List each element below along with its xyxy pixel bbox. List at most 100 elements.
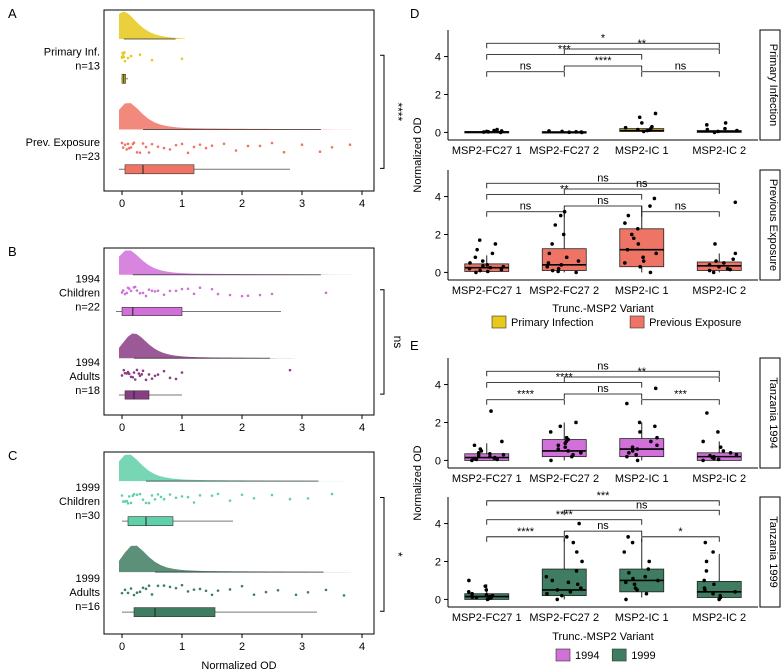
data-point (701, 439, 705, 444)
data-point (641, 255, 645, 260)
y-axis-label: Normalized OD (412, 445, 424, 520)
significance-label: * (678, 526, 683, 538)
data-point (711, 591, 715, 596)
rain-point (125, 499, 129, 503)
data-point (574, 270, 578, 275)
rain-point (198, 286, 202, 290)
group-label: Children (59, 496, 100, 508)
rain-point (348, 143, 352, 146)
rain-point (153, 497, 157, 501)
data-point (468, 261, 472, 265)
rain-point (129, 587, 133, 590)
data-point (636, 242, 641, 246)
data-point (701, 458, 705, 463)
significance-bracket (563, 65, 643, 72)
rain-point (198, 587, 202, 591)
rain-point (198, 494, 202, 497)
data-point (560, 129, 564, 134)
rain-point (174, 586, 178, 590)
data-point (547, 129, 551, 133)
data-point (490, 251, 495, 256)
data-point (485, 263, 490, 267)
x-tick-label: 0 (119, 198, 125, 210)
rain-point (147, 373, 151, 376)
rain-point (135, 368, 139, 372)
rain-point (306, 590, 310, 594)
rain-point (120, 291, 124, 294)
significance-label: ns (597, 172, 609, 184)
data-point (649, 439, 653, 444)
rain-point (186, 495, 190, 499)
significance-bracket (486, 71, 565, 77)
significance-label: ns (636, 178, 648, 190)
rain-point (252, 496, 256, 500)
significance-bracket (563, 188, 720, 194)
rain-point (122, 55, 126, 59)
data-point (643, 574, 647, 579)
data-point (704, 559, 709, 564)
data-point (556, 447, 561, 451)
data-point (567, 130, 571, 135)
rain-point (186, 287, 190, 291)
rain-point (141, 369, 145, 373)
rain-point (192, 501, 196, 504)
significance-label: ns (675, 61, 687, 73)
data-point (655, 443, 659, 448)
significance-label: **** (594, 55, 612, 67)
rain-point (121, 146, 125, 149)
significance-bracket (486, 194, 643, 200)
rain-point (240, 584, 244, 588)
data-point (630, 445, 635, 449)
density-cloud (119, 103, 356, 130)
significance-label: *** (674, 389, 688, 401)
rain-point (294, 593, 298, 597)
y-tick-label: 2 (435, 556, 441, 568)
rain-point (198, 143, 202, 146)
data-point (723, 121, 728, 125)
x-tick-label: MSP2-IC 1 (615, 145, 669, 157)
data-point (624, 597, 628, 602)
box-iqr (121, 306, 183, 316)
rain-point (330, 492, 334, 496)
y-tick-label: 4 (435, 52, 441, 64)
data-point (656, 578, 660, 583)
data-point (652, 196, 657, 201)
significance-label: ** (637, 366, 646, 378)
data-point (555, 588, 560, 592)
significance-bracket (486, 370, 720, 377)
group-label: n=23 (75, 151, 100, 163)
rain-point (258, 144, 262, 148)
data-point (623, 580, 628, 585)
data-point (571, 540, 576, 545)
data-point (634, 452, 638, 457)
data-point (480, 259, 485, 263)
rain-point (147, 151, 151, 154)
data-point (545, 264, 550, 269)
rain-point (168, 376, 172, 380)
rain-point (120, 141, 124, 145)
x-tick-label: MSP2-IC 2 (692, 285, 746, 297)
rain-point (144, 145, 148, 149)
data-point (574, 550, 579, 554)
facet-strip-label: Tanzania 1994 (767, 377, 779, 449)
data-point (574, 130, 578, 134)
rain-point (162, 369, 166, 373)
x-tick-label: MSP2-FC27 1 (452, 145, 522, 157)
rain-point (127, 287, 131, 290)
data-point (622, 550, 627, 554)
group-label: Adults (69, 587, 100, 599)
legend-swatch (555, 648, 571, 662)
data-point (704, 123, 709, 127)
rain-point (150, 289, 154, 293)
rain-point (204, 589, 208, 593)
data-point (489, 596, 493, 600)
data-point (708, 453, 712, 458)
rain-point (216, 292, 220, 296)
rain-point (288, 368, 292, 372)
rain-point (153, 290, 157, 293)
group-label: 1994 (76, 273, 100, 285)
rain-point (129, 501, 133, 505)
data-point (648, 204, 652, 208)
data-point (644, 591, 649, 596)
rain-point (123, 143, 127, 146)
